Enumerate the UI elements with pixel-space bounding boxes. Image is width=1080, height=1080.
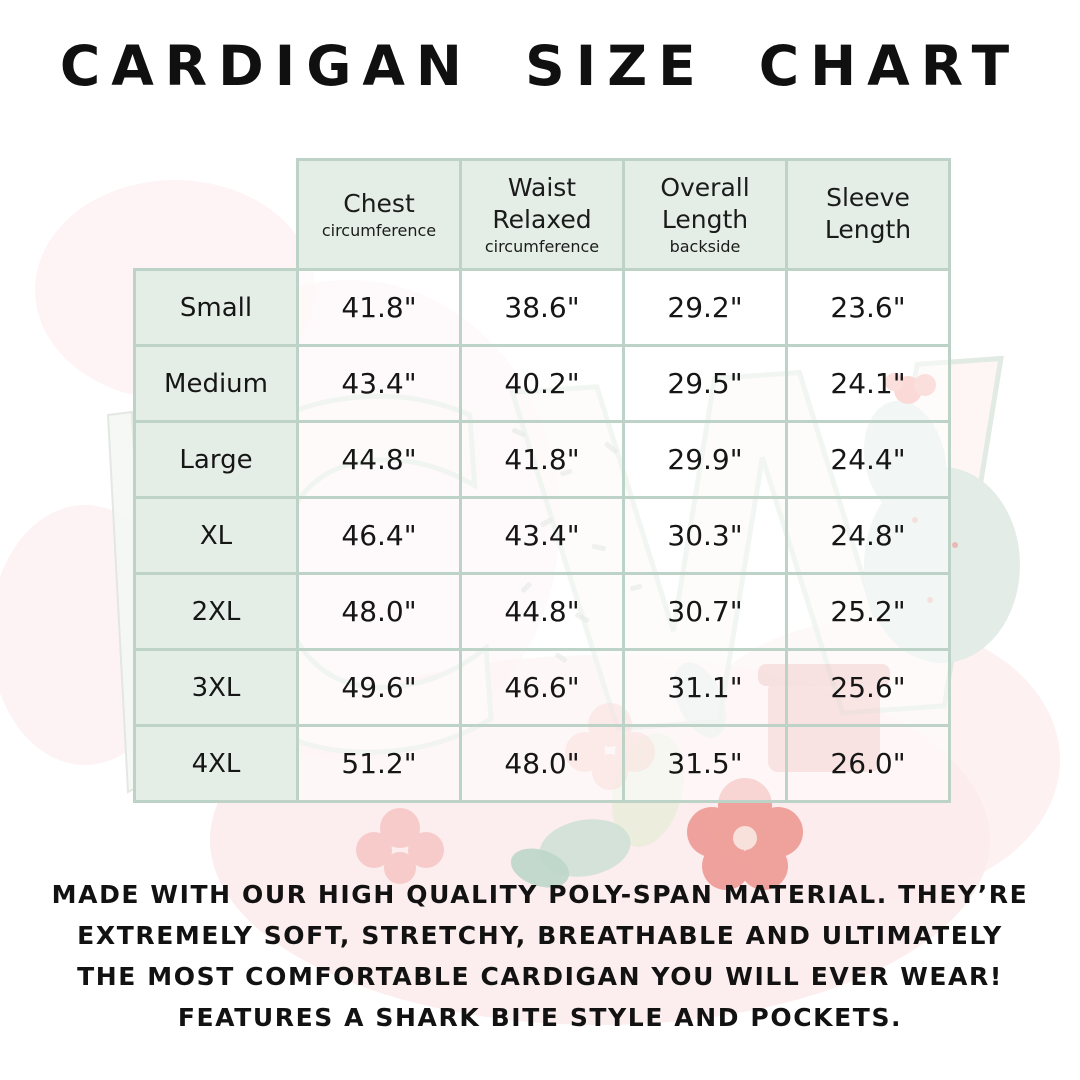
size-value-cell: 48.0" <box>296 572 462 651</box>
size-label: 3XL <box>133 648 299 727</box>
size-value-cell: 25.6" <box>785 648 951 727</box>
column-label: Sleeve Length <box>824 183 912 244</box>
size-value-cell: 44.8" <box>296 420 462 499</box>
size-label: Large <box>133 420 299 499</box>
table-row-small: Small 41.8" 38.6" 29.2" 23.6" <box>133 268 951 347</box>
size-value-cell: 41.8" <box>296 268 462 347</box>
size-value-cell: 24.4" <box>785 420 951 499</box>
table-row-medium: Medium 43.4" 40.2" 29.5" 24.1" <box>133 344 951 423</box>
description-line: MADE WITH OUR HIGH QUALITY POLY-SPAN MAT… <box>51 880 1029 909</box>
size-label: 4XL <box>133 724 299 803</box>
size-label: Small <box>133 268 299 347</box>
size-value-cell: 46.6" <box>459 648 625 727</box>
column-label: Overall Length <box>660 173 750 234</box>
column-header-length: Overall Length backside <box>622 158 788 271</box>
size-value-cell: 41.8" <box>459 420 625 499</box>
description-line: THE MOST COMFORTABLE CARDIGAN YOU WILL E… <box>77 962 1003 991</box>
size-chart-table: Chest circumference Waist Relaxed circum… <box>133 158 951 803</box>
column-sublabel: circumference <box>484 236 600 256</box>
size-label: Medium <box>133 344 299 423</box>
column-label: Waist Relaxed <box>492 173 592 234</box>
table-row-3xl: 3XL 49.6" 46.6" 31.1" 25.6" <box>133 648 951 727</box>
table-row-4xl: 4XL 51.2" 48.0" 31.5" 26.0" <box>133 724 951 803</box>
size-value-cell: 29.9" <box>622 420 788 499</box>
size-value-cell: 43.4" <box>459 496 625 575</box>
size-label: 2XL <box>133 572 299 651</box>
size-label: XL <box>133 496 299 575</box>
page-title: CARDIGAN SIZE CHART <box>59 34 1021 98</box>
column-header-waist: Waist Relaxed circumference <box>459 158 625 271</box>
table-row-large: Large 44.8" 41.8" 29.9" 24.4" <box>133 420 951 499</box>
column-label: Chest <box>343 188 415 218</box>
size-value-cell: 24.1" <box>785 344 951 423</box>
size-value-cell: 38.6" <box>459 268 625 347</box>
column-header-sleeve: Sleeve Length <box>785 158 951 271</box>
size-value-cell: 51.2" <box>296 724 462 803</box>
size-value-cell: 23.6" <box>785 268 951 347</box>
size-value-cell: 44.8" <box>459 572 625 651</box>
size-value-cell: 49.6" <box>296 648 462 727</box>
column-sublabel: backside <box>669 236 741 256</box>
size-value-cell: 31.1" <box>622 648 788 727</box>
material-description: MADE WITH OUR HIGH QUALITY POLY-SPAN MAT… <box>0 874 1080 1038</box>
size-value-cell: 30.3" <box>622 496 788 575</box>
size-value-cell: 25.2" <box>785 572 951 651</box>
size-value-cell: 24.8" <box>785 496 951 575</box>
table-row-xl: XL 46.4" 43.4" 30.3" 24.8" <box>133 496 951 575</box>
size-value-cell: 29.2" <box>622 268 788 347</box>
table-row-2xl: 2XL 48.0" 44.8" 30.7" 25.2" <box>133 572 951 651</box>
table-header-row: Chest circumference Waist Relaxed circum… <box>135 158 951 271</box>
size-value-cell: 48.0" <box>459 724 625 803</box>
description-line: FEATURES A SHARK BITE STYLE AND POCKETS. <box>177 1003 903 1032</box>
description-line: EXTREMELY SOFT, STRETCHY, BREATHABLE AND… <box>77 921 1003 950</box>
column-sublabel: circumference <box>321 221 437 241</box>
size-value-cell: 31.5" <box>622 724 788 803</box>
size-value-cell: 26.0" <box>785 724 951 803</box>
column-header-chest: Chest circumference <box>296 158 462 271</box>
size-value-cell: 40.2" <box>459 344 625 423</box>
size-value-cell: 29.5" <box>622 344 788 423</box>
size-value-cell: 30.7" <box>622 572 788 651</box>
flower-icon-left <box>356 808 444 884</box>
size-value-cell: 43.4" <box>296 344 462 423</box>
corner-cell <box>135 160 298 270</box>
size-value-cell: 46.4" <box>296 496 462 575</box>
